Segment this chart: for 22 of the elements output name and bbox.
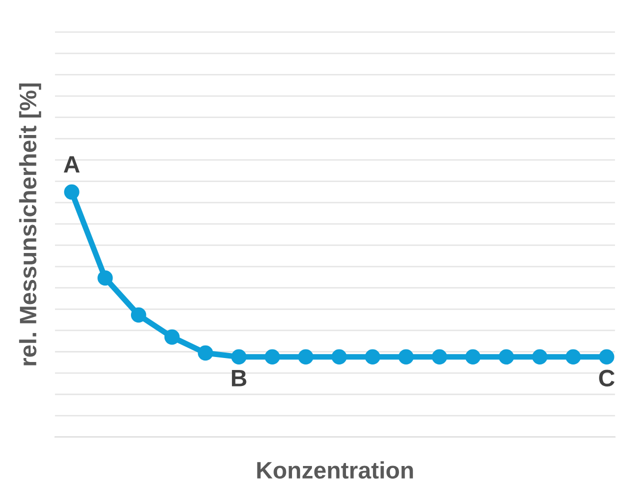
point: [98, 270, 113, 286]
point: [566, 349, 581, 365]
point: [264, 349, 280, 365]
y-axis-title: rel. Messunsicherheit [%]: [19, 83, 42, 366]
annotation: B: [232, 370, 246, 386]
point: [231, 349, 247, 365]
point: [64, 184, 80, 200]
text: A: [64, 156, 80, 172]
point: [130, 307, 146, 323]
point: [198, 345, 214, 361]
point: [332, 349, 347, 365]
point: [432, 349, 448, 365]
point: [298, 349, 314, 365]
point: [398, 349, 414, 365]
annotation: C: [599, 370, 615, 386]
point: [532, 349, 548, 365]
point: [465, 349, 481, 365]
x-axis-title: Konzentration: [257, 461, 413, 479]
point: [164, 329, 180, 345]
point: [498, 349, 514, 365]
point: [599, 349, 614, 365]
point: [364, 349, 380, 365]
